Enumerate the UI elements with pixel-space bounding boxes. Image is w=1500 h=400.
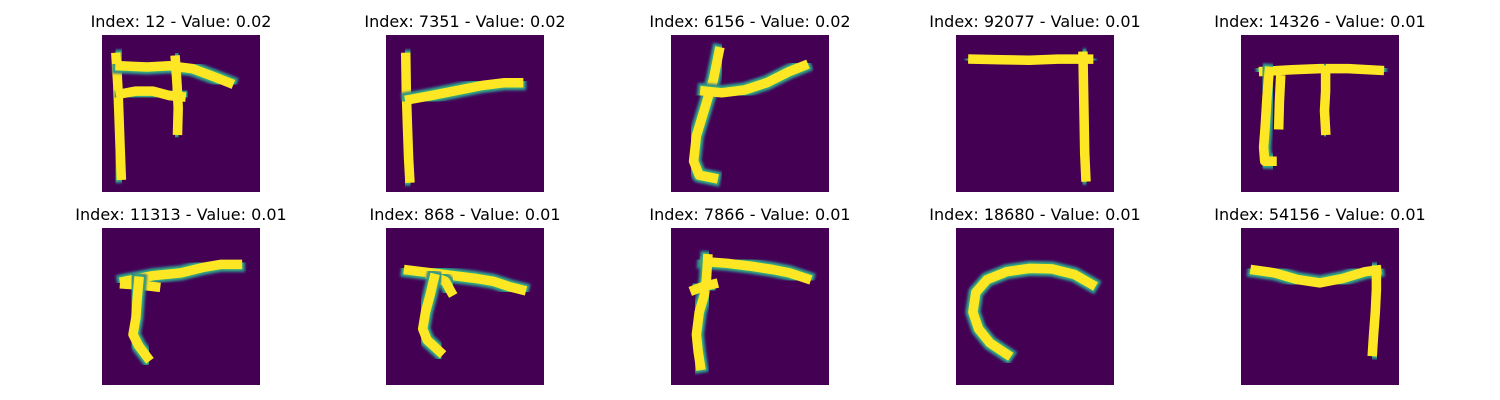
stroke-1-1-layer-3 <box>111 52 127 181</box>
image-strokes-4 <box>964 48 1097 185</box>
panel-2: Index: 7351 - Value: 0.02 <box>364 12 566 192</box>
panel-title-6: Index: 11313 - Value: 0.01 <box>75 205 286 224</box>
image-strokes-6 <box>115 256 246 368</box>
panel-title-10: Index: 54156 - Value: 0.01 <box>1214 205 1425 224</box>
panel-title-8: Index: 7866 - Value: 0.01 <box>649 205 850 224</box>
panel-4: Index: 92077 - Value: 0.01 <box>929 12 1141 192</box>
panel-title-9: Index: 18680 - Value: 0.01 <box>929 205 1140 224</box>
image-strokes-10 <box>1246 261 1386 360</box>
image-background-6 <box>102 228 260 385</box>
panel-8: Index: 7866 - Value: 0.01 <box>649 205 851 385</box>
stroke-4-1-layer-3 <box>968 54 1094 65</box>
panel-9: Index: 18680 - Value: 0.01 <box>929 205 1141 385</box>
stroke-9-1-layer-3 <box>968 263 1098 361</box>
panel-10: Index: 54156 - Value: 0.01 <box>1214 205 1426 385</box>
stroke-3-2-layer-3 <box>699 59 810 98</box>
panel-title-3: Index: 6156 - Value: 0.02 <box>649 12 850 31</box>
stroke-2-1-layer-3 <box>400 52 415 184</box>
panel-5: Index: 14326 - Value: 0.01 <box>1214 12 1426 192</box>
image-background-9 <box>956 228 1114 385</box>
image-strokes-1 <box>107 49 240 184</box>
stroke-5-4-layer-3 <box>1319 65 1331 136</box>
panel-title-2: Index: 7351 - Value: 0.02 <box>364 12 565 31</box>
panel-title-4: Index: 92077 - Value: 0.01 <box>929 12 1140 31</box>
panel-title-7: Index: 868 - Value: 0.01 <box>369 205 560 224</box>
image-strokes-5 <box>1255 60 1388 169</box>
image-strokes-8 <box>684 250 817 375</box>
image-strokes-3 <box>685 42 814 188</box>
stroke-1-4-layer-3 <box>170 55 183 136</box>
image-strokes-2 <box>397 49 527 187</box>
stroke-10-2-layer-3 <box>1367 265 1382 357</box>
image-strokes-9 <box>965 260 1102 365</box>
panel-title-1: Index: 12 - Value: 0.02 <box>91 12 272 31</box>
panel-7: Index: 868 - Value: 0.01 <box>369 205 561 385</box>
stroke-8-1-layer-3 <box>699 256 813 285</box>
stroke-7-3-layer-3 <box>417 272 447 359</box>
panel-6: Index: 11313 - Value: 0.01 <box>75 205 287 385</box>
stroke-10-1-layer-3 <box>1249 264 1382 288</box>
panel-title-5: Index: 14326 - Value: 0.01 <box>1214 12 1425 31</box>
stroke-4-2-layer-3 <box>1078 51 1091 182</box>
stroke-5-2-layer-3 <box>1258 66 1277 166</box>
stroke-6-3-layer-3 <box>128 276 154 364</box>
panel-1: Index: 12 - Value: 0.02 <box>91 12 272 192</box>
image-background-7 <box>386 228 544 385</box>
panel-3: Index: 6156 - Value: 0.02 <box>649 12 851 192</box>
image-strokes-7 <box>399 261 531 363</box>
stroke-5-3-layer-3 <box>1273 74 1286 130</box>
stroke-3-1-layer-3 <box>688 46 725 184</box>
stroke-2-2-layer-3 <box>404 77 524 106</box>
stroke-8-3-layer-3 <box>688 278 720 296</box>
stroke-6-1-layer-3 <box>119 259 243 287</box>
